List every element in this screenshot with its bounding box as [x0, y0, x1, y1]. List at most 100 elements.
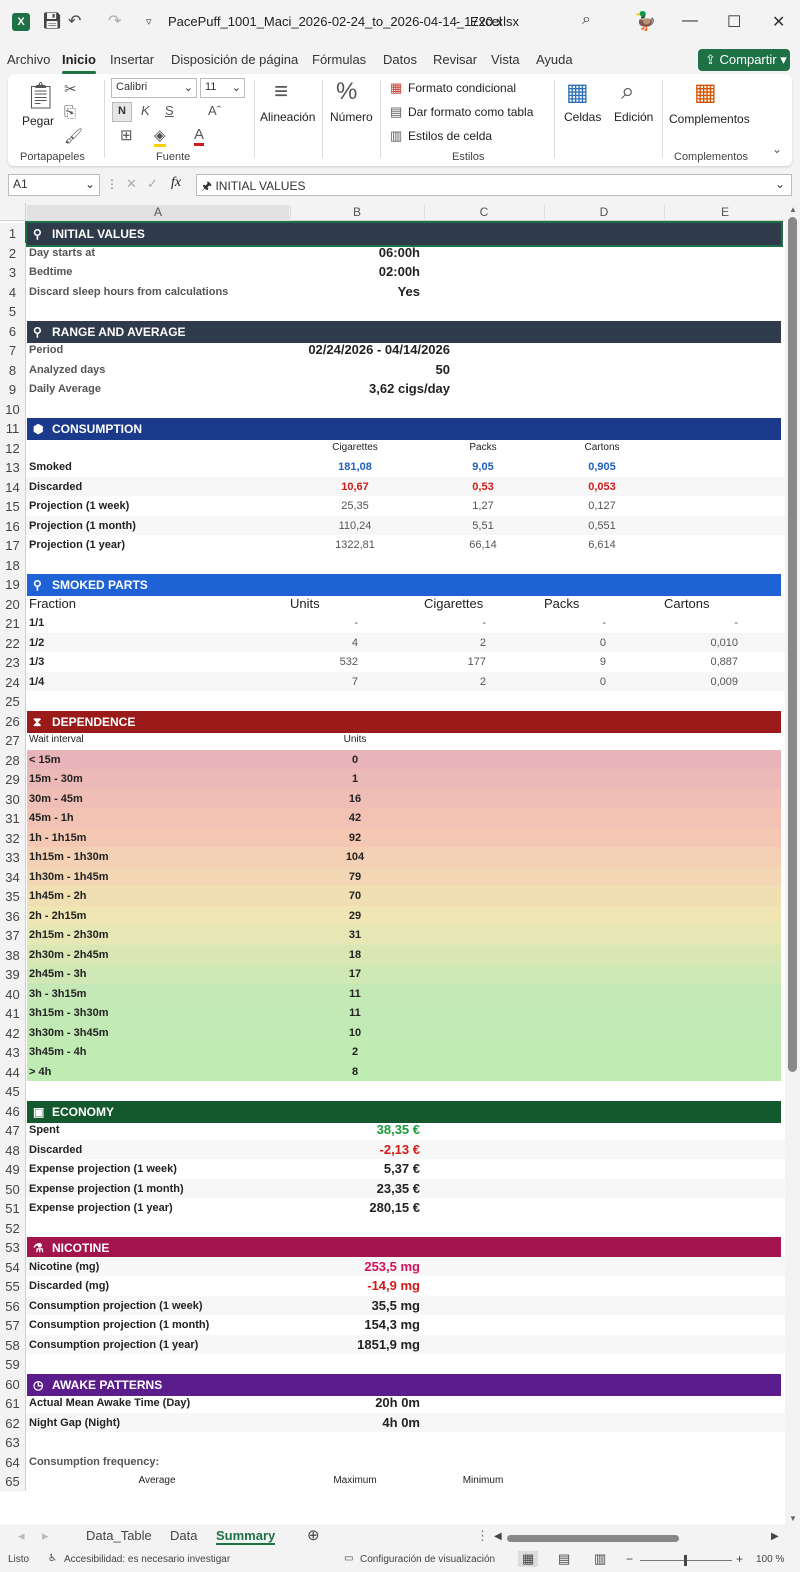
- row-10[interactable]: 10: [0, 398, 785, 418]
- addins-button[interactable]: Complementos: [669, 112, 750, 126]
- cell-units[interactable]: 29: [348, 909, 362, 922]
- menu-disposicion[interactable]: Disposición de página: [171, 52, 299, 67]
- row-number[interactable]: 48: [0, 1139, 26, 1159]
- row-41[interactable]: 41 3h15m - 3h30m 11: [0, 1003, 785, 1023]
- row-number[interactable]: 45: [0, 1081, 26, 1101]
- menu-revisar[interactable]: Revisar: [433, 52, 478, 67]
- horizontal-scroll-thumb[interactable]: [507, 1535, 679, 1542]
- number-button[interactable]: Número: [330, 110, 373, 124]
- row-number[interactable]: 63: [0, 1432, 26, 1452]
- cell-label[interactable]: Spent: [29, 1124, 60, 1136]
- menu-formulas[interactable]: Fórmulas: [312, 52, 367, 67]
- row-59[interactable]: 59: [0, 1354, 785, 1374]
- cell-value[interactable]: 1851,9 mg: [357, 1336, 420, 1352]
- share-button[interactable]: ⇪ Compartir ▾: [698, 49, 790, 71]
- editing-icon[interactable]: ⌕: [621, 78, 635, 105]
- row-36[interactable]: 36 2h - 2h15m 29: [0, 905, 785, 925]
- cell-units[interactable]: 11: [349, 987, 361, 1000]
- formula-input[interactable]: 🖈︎ INITIAL VALUES ⌄: [196, 174, 792, 196]
- row-number[interactable]: 54: [0, 1256, 26, 1276]
- cell-col-header[interactable]: Fraction: [29, 595, 76, 611]
- row-number[interactable]: 34: [0, 866, 26, 886]
- cell-value[interactable]: 35,5 mg: [371, 1297, 420, 1313]
- cell-units[interactable]: 18: [348, 948, 362, 961]
- row-number[interactable]: 62: [0, 1412, 26, 1432]
- row-37[interactable]: 37 2h15m - 2h30m 31: [0, 925, 785, 945]
- cell-label[interactable]: Actual Mean Awake Time (Day): [29, 1397, 191, 1409]
- cell-interval[interactable]: 15m - 30m: [29, 773, 83, 785]
- row-number[interactable]: 11: [0, 418, 26, 438]
- customize-toolbar-icon[interactable]: ▿: [146, 16, 152, 28]
- cell-value[interactable]: 1,27: [472, 500, 494, 512]
- menu-datos[interactable]: Datos: [383, 52, 417, 67]
- row-3[interactable]: 3 Bedtime 02:00h: [0, 262, 785, 282]
- cell-label[interactable]: Expense projection (1 month): [29, 1182, 184, 1195]
- row-number[interactable]: 43: [0, 1042, 26, 1062]
- row-number[interactable]: 59: [0, 1354, 26, 1374]
- cell-interval[interactable]: 3h15m - 3h30m: [29, 1007, 109, 1019]
- grow-font-icon[interactable]: Aˆ: [208, 103, 221, 118]
- cell-value[interactable]: 20h 0m: [375, 1395, 420, 1410]
- cell-interval[interactable]: 1h - 1h15m: [29, 831, 87, 844]
- cell-label[interactable]: Projection (1 year): [29, 539, 125, 551]
- scroll-left-icon[interactable]: ◀: [494, 1531, 502, 1542]
- cell-value[interactable]: 5,37 €: [383, 1161, 420, 1176]
- row-14[interactable]: 14 Discarded 10,67 0,53 0,053: [0, 476, 785, 496]
- row-54[interactable]: 54 Nicotine (mg) 253,5 mg: [0, 1256, 785, 1276]
- cell-value[interactable]: 0,010: [710, 636, 738, 649]
- row-63[interactable]: 63: [0, 1432, 785, 1452]
- search-icon[interactable]: ⌕: [582, 11, 591, 28]
- bold-button[interactable]: N: [112, 102, 132, 122]
- cell-value[interactable]: 4: [351, 636, 358, 649]
- row-53[interactable]: 53 ⚗ NICOTINE: [0, 1237, 785, 1259]
- cell-units[interactable]: 16: [348, 792, 362, 805]
- sheet-tab-data[interactable]: Data: [170, 1528, 198, 1543]
- underline-button[interactable]: S: [165, 103, 174, 118]
- cell-label[interactable]: Discarded: [29, 480, 83, 493]
- row-number[interactable]: 28: [0, 749, 26, 769]
- cell-label[interactable]: Expense projection (1 year): [29, 1202, 173, 1214]
- cells-icon[interactable]: ▦: [566, 79, 589, 106]
- row-46[interactable]: 46 ▣ ECONOMY: [0, 1100, 785, 1123]
- enter-icon[interactable]: ✓: [147, 176, 158, 191]
- cell-value[interactable]: 110,24: [338, 519, 372, 532]
- row-number[interactable]: 30: [0, 788, 26, 808]
- row-19[interactable]: 19 ⚲ SMOKED PARTS: [0, 574, 785, 596]
- row-24[interactable]: 24 1/4 7 2 0 0,009: [0, 671, 785, 691]
- cell-value[interactable]: -: [354, 617, 358, 629]
- row-number[interactable]: 49: [0, 1159, 26, 1179]
- alignment-icon[interactable]: ≡: [274, 78, 289, 105]
- avatar[interactable]: 🦆: [634, 11, 657, 31]
- cell-col-header[interactable]: Average: [138, 1475, 176, 1486]
- vertical-scrollbar[interactable]: ▲ ▼: [785, 203, 800, 1525]
- row-34[interactable]: 34 1h30m - 1h45m 79: [0, 866, 785, 886]
- fill-color-icon[interactable]: ◈: [154, 126, 166, 147]
- cell-interval[interactable]: 3h - 3h15m: [29, 987, 87, 1000]
- cell-interval[interactable]: < 15m: [29, 753, 61, 766]
- scroll-up-icon[interactable]: ▲: [789, 205, 797, 214]
- cell-units[interactable]: 79: [348, 870, 362, 883]
- row-number[interactable]: 41: [0, 1003, 26, 1023]
- row-55[interactable]: 55 Discarded (mg) -14,9 mg: [0, 1276, 785, 1296]
- display-settings[interactable]: Configuración de visualización: [360, 1554, 496, 1565]
- cell-units[interactable]: 8: [351, 1065, 359, 1078]
- vertical-scroll-thumb[interactable]: [788, 217, 797, 1072]
- borders-icon[interactable]: ⊞: [120, 127, 133, 144]
- row-number[interactable]: 16: [0, 515, 26, 535]
- cell-value[interactable]: -14,9 mg: [367, 1278, 420, 1293]
- cell-value[interactable]: 0,127: [588, 500, 616, 512]
- font-size-select[interactable]: 11 ⌄: [200, 78, 245, 98]
- cell-interval[interactable]: 2h30m - 2h45m: [29, 948, 109, 961]
- cell-label[interactable]: Discarded: [29, 1143, 83, 1156]
- page-break-icon[interactable]: ▥: [594, 1551, 607, 1566]
- row-47[interactable]: 47 Spent 38,35 €: [0, 1120, 785, 1140]
- row-11[interactable]: 11 ⬢ CONSUMPTION: [0, 418, 785, 440]
- row-number[interactable]: 53: [0, 1237, 26, 1257]
- col-header-a[interactable]: A: [27, 205, 289, 223]
- row-number[interactable]: 4: [0, 281, 26, 301]
- row-number[interactable]: 12: [0, 437, 26, 457]
- cell-value[interactable]: 0,53: [472, 480, 494, 493]
- row-number[interactable]: 37: [0, 925, 26, 945]
- cell-units[interactable]: 104: [345, 851, 365, 863]
- row-number[interactable]: 29: [0, 769, 26, 789]
